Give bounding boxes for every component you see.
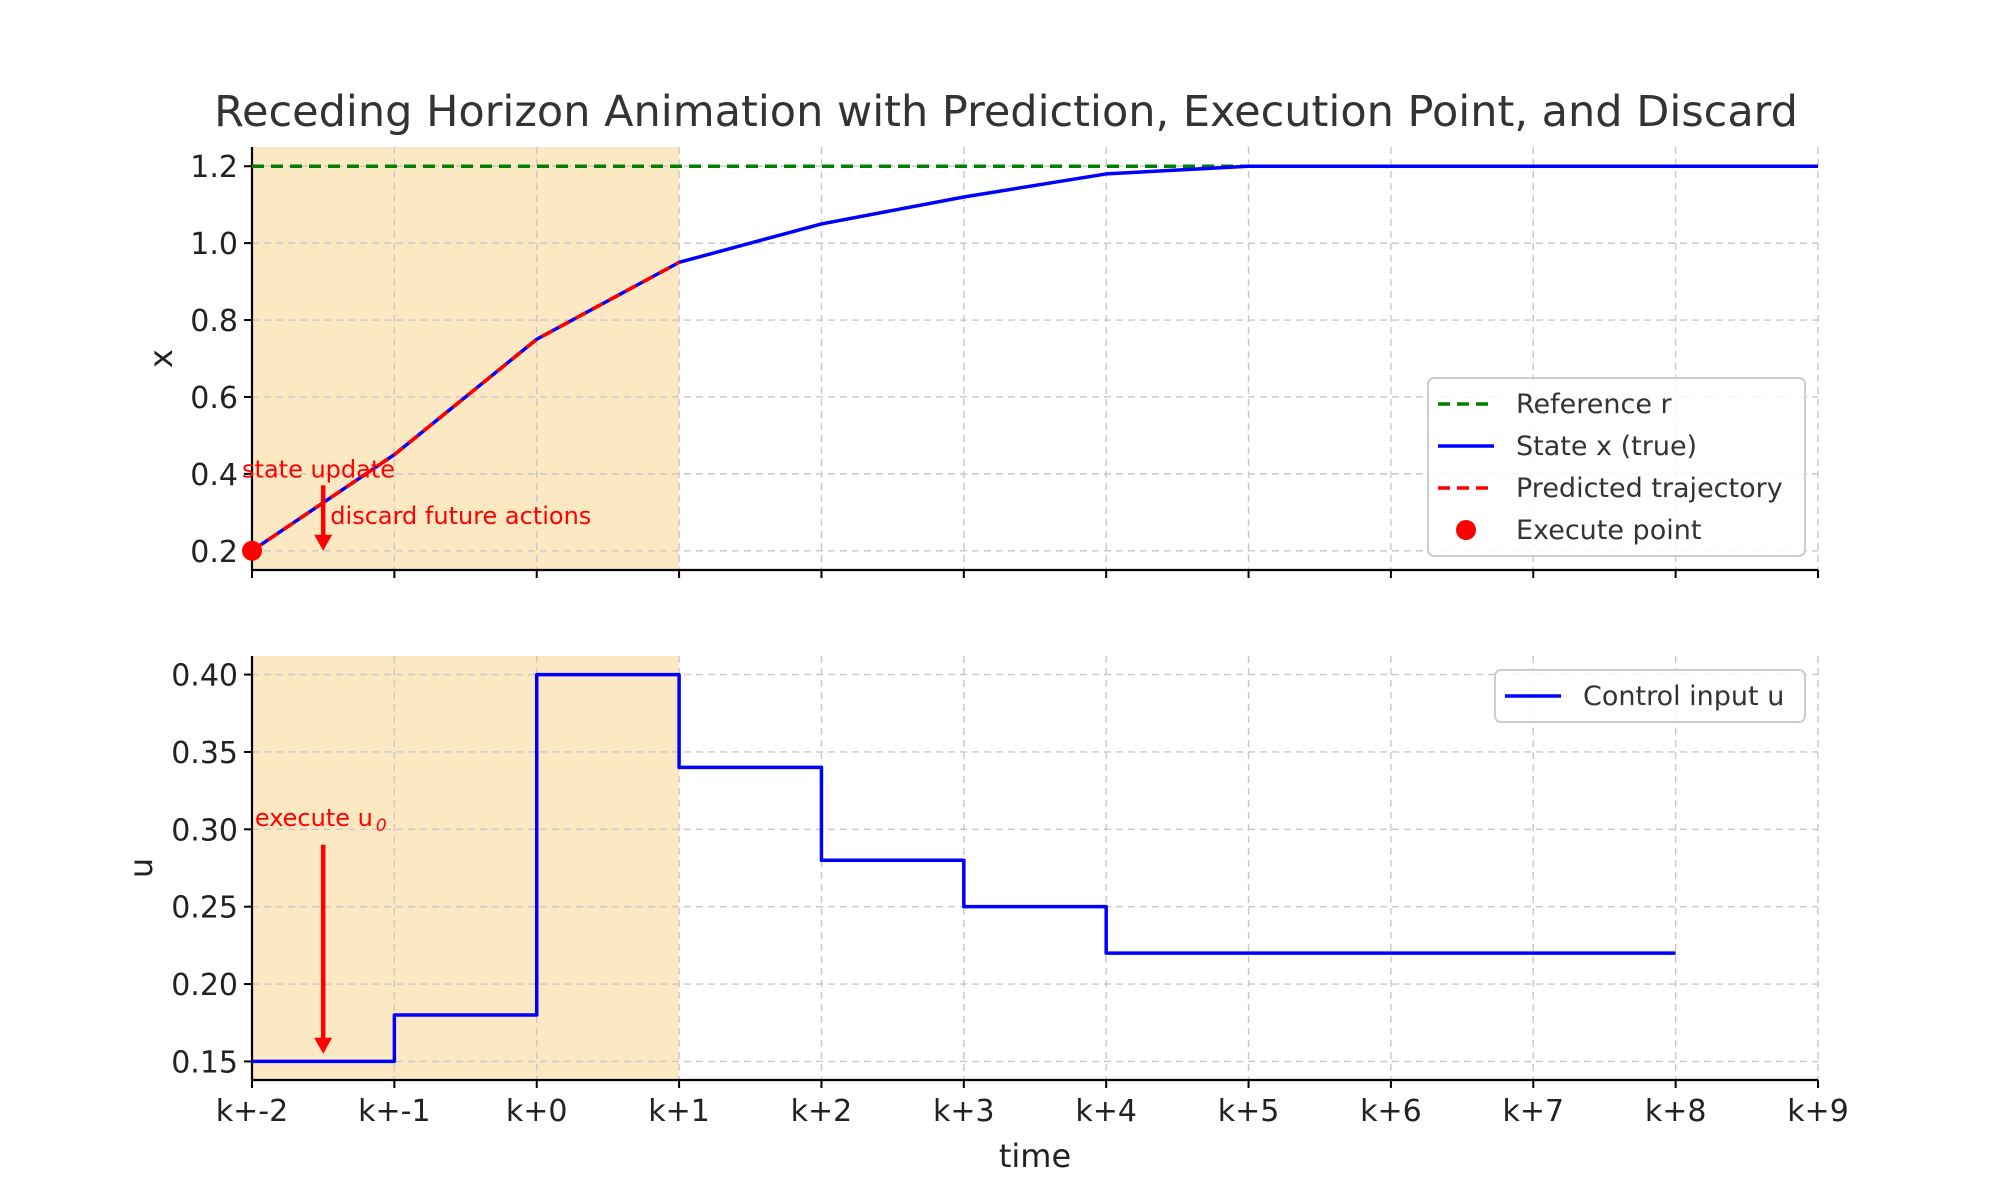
control-input-u-line	[252, 672, 1676, 1064]
legend-entry: Control input u	[1583, 681, 1784, 712]
legend-box	[1427, 377, 1806, 557]
x-tick-label: k+4	[1075, 1094, 1137, 1129]
y-tick-label: 1.0	[190, 227, 238, 262]
y-tick-label: 0.4	[190, 458, 238, 493]
x-tick-label: k+1	[648, 1094, 710, 1129]
legend-entry: State x (true)	[1516, 431, 1697, 462]
state-subplot: 0.2 0.4 0.6 0.8 1.0 1.2 x state update discard f…	[142, 147, 1819, 578]
legend-box	[1494, 669, 1806, 723]
annotation-subscript: 0	[376, 816, 387, 836]
legend-entry: Predicted trajectory	[1516, 473, 1783, 504]
annotation-arrow-head	[314, 1037, 333, 1054]
y-tick-label: 0.35	[171, 736, 238, 771]
x-tick-label: k+9	[1787, 1094, 1849, 1129]
y-tick-label: 0.6	[190, 381, 238, 416]
y-tick-label: 0.25	[171, 891, 238, 926]
y-axis-label: u	[122, 858, 160, 878]
y-tick-label: 0.20	[171, 968, 238, 1003]
x-tick-label: k+7	[1502, 1094, 1564, 1129]
legend-marker	[1456, 520, 1476, 540]
y-tick-label: 1.2	[190, 150, 238, 185]
annotation-text: state update	[242, 456, 395, 484]
annotation-arrow-head	[314, 534, 333, 551]
x-tick-label: k+3	[933, 1094, 995, 1129]
y-tick-label: 0.8	[190, 304, 238, 339]
annotation-text: discard future actions	[330, 502, 591, 530]
y-tick-label: 0.15	[171, 1045, 238, 1080]
control-subplot: 0.15 0.20 0.25 0.30 0.35 0.40 k+-2 k+-1 k+0 k+1 k+…	[122, 656, 1849, 1175]
legend-entry: Reference r	[1516, 389, 1673, 420]
x-tick-label: k+0	[506, 1094, 568, 1129]
y-tick-label: 0.2	[190, 535, 238, 570]
x-tick-label: k+5	[1218, 1094, 1280, 1129]
x-tick-label: k+2	[791, 1094, 853, 1129]
x-tick-label: k+-2	[216, 1094, 288, 1129]
x-axis-label: time	[999, 1137, 1071, 1175]
x-tick-label: k+6	[1360, 1094, 1422, 1129]
chart-title: Receding Horizon Animation with Predicti…	[214, 87, 1798, 137]
y-axis-label: x	[142, 349, 180, 368]
legend-entry: Execute point	[1516, 515, 1701, 546]
x-tick-label: k+-1	[358, 1094, 430, 1129]
y-tick-label: 0.30	[171, 813, 238, 848]
execute-point-marker	[242, 540, 262, 561]
x-tick-label: k+8	[1645, 1094, 1707, 1129]
y-tick-label: 0.40	[171, 659, 238, 694]
